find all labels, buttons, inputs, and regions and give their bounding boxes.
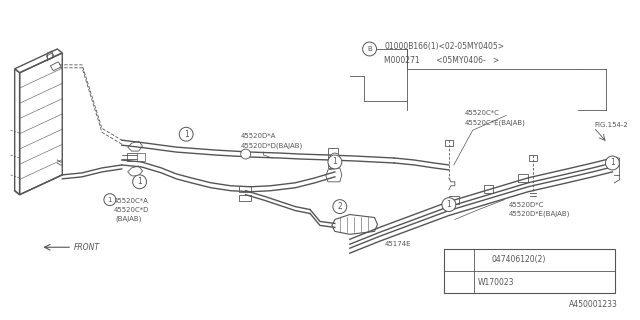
Polygon shape [445,140,453,146]
Circle shape [104,194,116,206]
Polygon shape [239,186,251,192]
Circle shape [330,153,340,163]
Polygon shape [239,195,251,201]
Circle shape [453,276,465,288]
Circle shape [442,198,456,212]
Text: 1: 1 [137,177,142,186]
Text: 2: 2 [456,257,461,263]
Circle shape [241,149,251,159]
Circle shape [179,127,193,141]
Bar [444,249,615,293]
Text: 1: 1 [447,200,451,209]
Text: 45520C*E(BAJAB): 45520C*E(BAJAB) [465,119,525,126]
Text: S: S [472,257,476,262]
Circle shape [328,155,342,169]
Polygon shape [136,153,145,161]
Text: 047406120(2): 047406120(2) [492,255,546,264]
Polygon shape [518,174,528,182]
Polygon shape [128,141,143,151]
Text: 45520C*A: 45520C*A [114,198,148,204]
Text: B: B [367,46,372,52]
Bar [328,148,338,168]
Text: 1: 1 [184,130,189,139]
Polygon shape [484,185,493,193]
Text: 45520C*D: 45520C*D [114,207,149,212]
Text: W170023: W170023 [477,278,514,287]
Polygon shape [529,155,537,161]
Text: 2: 2 [337,202,342,211]
Circle shape [363,42,376,56]
Text: 1: 1 [456,279,461,285]
Bar [127,153,139,161]
Text: 45520D*D(BAJAB): 45520D*D(BAJAB) [241,142,303,149]
Text: 45520D*C: 45520D*C [508,202,544,208]
Polygon shape [326,168,342,182]
Text: 45520D*E(BAJAB): 45520D*E(BAJAB) [508,211,570,217]
Text: (BAJAB): (BAJAB) [116,215,142,222]
Text: A450001233: A450001233 [570,300,618,309]
Text: FRONT: FRONT [74,243,100,252]
Polygon shape [449,196,459,204]
Text: 1: 1 [108,197,112,203]
Circle shape [132,175,147,189]
Circle shape [468,255,479,265]
Text: 45174E: 45174E [385,241,411,247]
Circle shape [453,254,465,266]
Circle shape [333,200,347,213]
Text: M000271       <05MY0406-   >: M000271 <05MY0406- > [385,56,500,65]
Text: 45520D*A: 45520D*A [241,133,276,139]
Text: 1: 1 [610,158,615,167]
Text: 1: 1 [333,157,337,166]
Circle shape [605,156,620,170]
Text: 01000B166(1)<02-05MY0405>: 01000B166(1)<02-05MY0405> [385,42,504,51]
Polygon shape [128,166,143,176]
Text: FIG.154-2: FIG.154-2 [595,122,628,128]
Text: 45520C*C: 45520C*C [465,110,500,116]
